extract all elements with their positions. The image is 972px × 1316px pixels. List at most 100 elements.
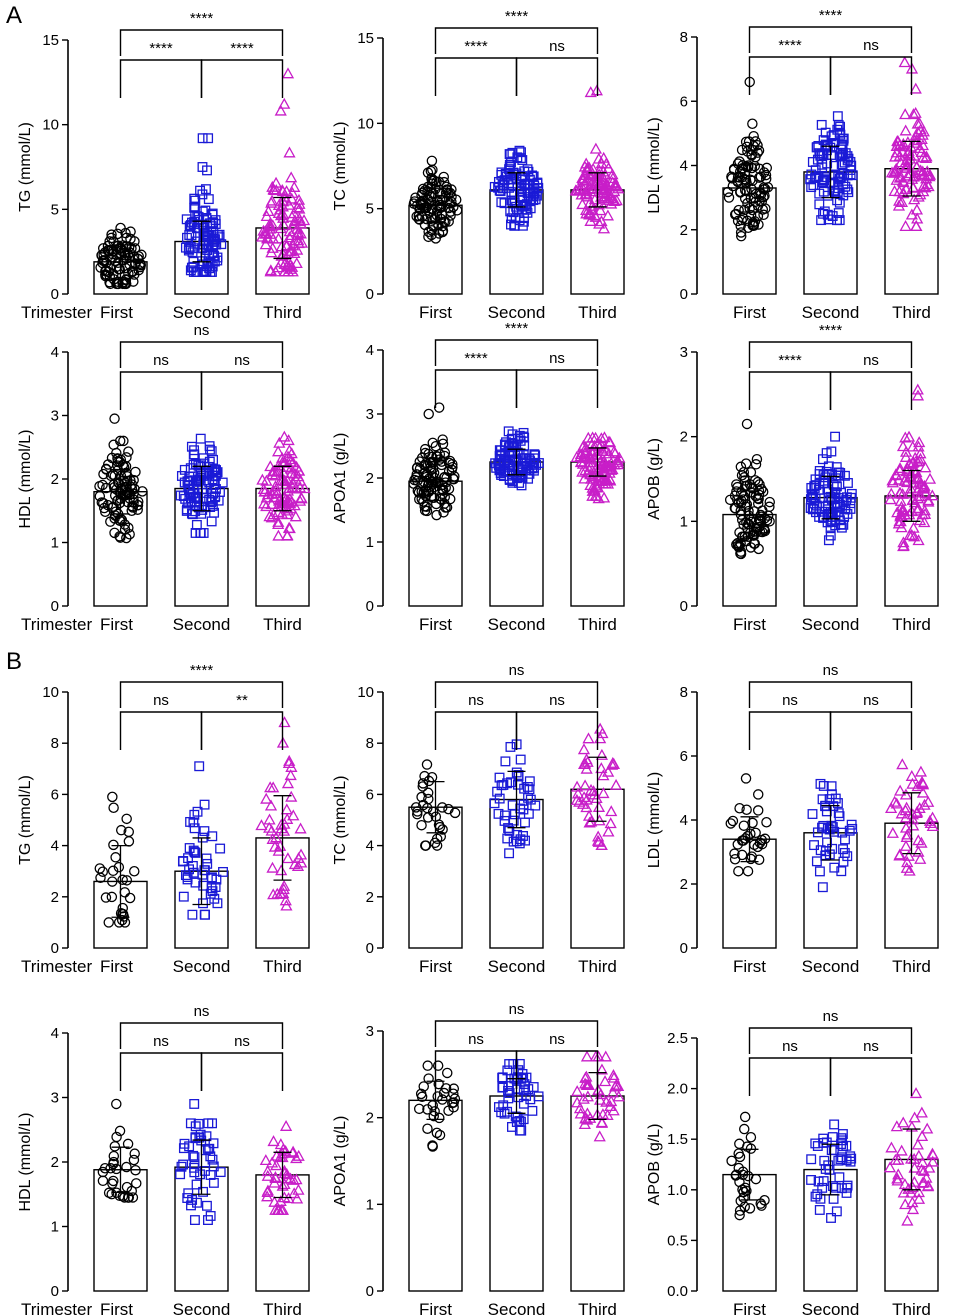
- significance-bracket: ns: [829, 37, 913, 95]
- data-point-third: [607, 1069, 620, 1081]
- data-point-second: [198, 1186, 208, 1197]
- data-point-second: [807, 490, 817, 500]
- data-point-second: [508, 1058, 519, 1069]
- data-point-first: [115, 454, 127, 466]
- data-point-first: [735, 230, 747, 242]
- data-point-second: [500, 756, 511, 767]
- data-point-first: [126, 479, 138, 490]
- data-point-second: [827, 843, 838, 854]
- data-point-third: [574, 450, 587, 462]
- y-tick-label: 0: [366, 940, 374, 957]
- data-point-second: [826, 820, 837, 831]
- data-point-third: [283, 444, 296, 456]
- y-tick-label: 1.0: [667, 1182, 688, 1199]
- data-point-first: [422, 802, 433, 814]
- data-point-second: [503, 1093, 514, 1104]
- data-point-first: [439, 498, 450, 509]
- data-point-first: [94, 480, 105, 492]
- x-tick-label-first: First: [733, 303, 766, 322]
- data-point-second: [204, 441, 215, 452]
- data-point-third: [917, 151, 930, 163]
- data-point-third: [259, 238, 272, 250]
- data-point-third: [272, 506, 285, 518]
- data-point-first: [428, 1110, 440, 1122]
- data-point-third: [913, 142, 927, 154]
- data-point-third: [285, 171, 298, 183]
- data-point-third: [290, 257, 303, 269]
- data-point-first: [421, 505, 433, 517]
- data-point-second: [201, 853, 212, 864]
- significance-bracket: ns: [515, 350, 599, 408]
- data-point-first: [753, 219, 764, 230]
- data-point-second: [208, 217, 219, 228]
- data-point-third: [593, 440, 606, 452]
- data-point-first: [112, 460, 123, 471]
- y-tick-label: 0: [680, 598, 688, 615]
- data-point-third: [915, 836, 928, 848]
- data-point-third: [584, 460, 597, 472]
- data-point-second: [818, 780, 829, 791]
- data-point-second: [190, 201, 200, 212]
- data-point-second: [512, 464, 523, 475]
- data-point-third: [579, 464, 592, 476]
- y-tick-label: 1: [51, 1219, 59, 1236]
- x-tick-label-second: Second: [802, 1300, 860, 1316]
- data-point-third: [580, 801, 593, 813]
- data-point-third: [266, 465, 279, 477]
- data-point-second: [198, 880, 209, 891]
- data-point-first: [729, 848, 740, 859]
- data-point-third: [275, 818, 288, 830]
- data-point-third: [283, 231, 296, 243]
- x-tick-label-first: First: [419, 957, 452, 976]
- significance-bracket: ns: [515, 1031, 599, 1089]
- data-point-first: [128, 1154, 140, 1166]
- data-point-first: [431, 1127, 443, 1139]
- x-tick-label-second: Second: [488, 615, 546, 634]
- data-point-second: [494, 464, 505, 474]
- data-point-first: [427, 463, 439, 475]
- data-point-second: [517, 171, 528, 182]
- data-point-third: [905, 1186, 918, 1198]
- data-point-first: [420, 840, 432, 851]
- significance-bracket: ****: [119, 40, 203, 98]
- significance-bracket: ****: [119, 662, 284, 708]
- data-point-third: [288, 1187, 301, 1199]
- data-point-third: [902, 147, 915, 159]
- data-point-third: [578, 472, 591, 484]
- data-point-third: [597, 491, 611, 503]
- data-point-third: [906, 1203, 920, 1215]
- data-point-second: [818, 208, 828, 219]
- data-point-second: [493, 808, 504, 819]
- data-point-second: [519, 213, 529, 224]
- chart-5-apoa1: 0 1 2 3 4 APOA1 (g/L) First Second Third **** ns **…: [332, 320, 626, 634]
- data-point-third: [598, 190, 611, 202]
- data-point-third: [263, 222, 277, 234]
- data-point-third: [278, 258, 291, 270]
- data-point-third: [899, 821, 913, 833]
- data-point-third: [926, 1155, 939, 1167]
- data-point-second: [809, 840, 819, 851]
- data-point-first: [421, 759, 433, 770]
- y-tick-label: 3: [366, 1023, 374, 1040]
- error-bar-second: [507, 448, 526, 476]
- data-point-second: [820, 139, 831, 150]
- significance-bracket: ****: [434, 320, 599, 366]
- data-point-first: [414, 214, 425, 225]
- data-point-third: [275, 864, 288, 876]
- y-tick-label: 10: [42, 684, 59, 701]
- data-point-third: [894, 784, 907, 796]
- y-tick-label: 1: [366, 1196, 374, 1213]
- error-bar-third: [902, 469, 921, 522]
- data-point-third: [292, 852, 305, 864]
- data-point-first: [437, 1094, 448, 1105]
- data-point-second: [178, 1143, 189, 1154]
- data-point-third: [896, 487, 909, 499]
- data-point-third: [608, 185, 621, 197]
- data-point-first: [137, 486, 148, 497]
- data-point-second: [806, 169, 817, 180]
- data-point-first: [417, 778, 429, 789]
- data-point-third: [600, 1095, 613, 1107]
- data-point-first: [107, 865, 119, 877]
- y-tick-label: 2: [366, 889, 374, 906]
- data-point-second: [217, 477, 228, 488]
